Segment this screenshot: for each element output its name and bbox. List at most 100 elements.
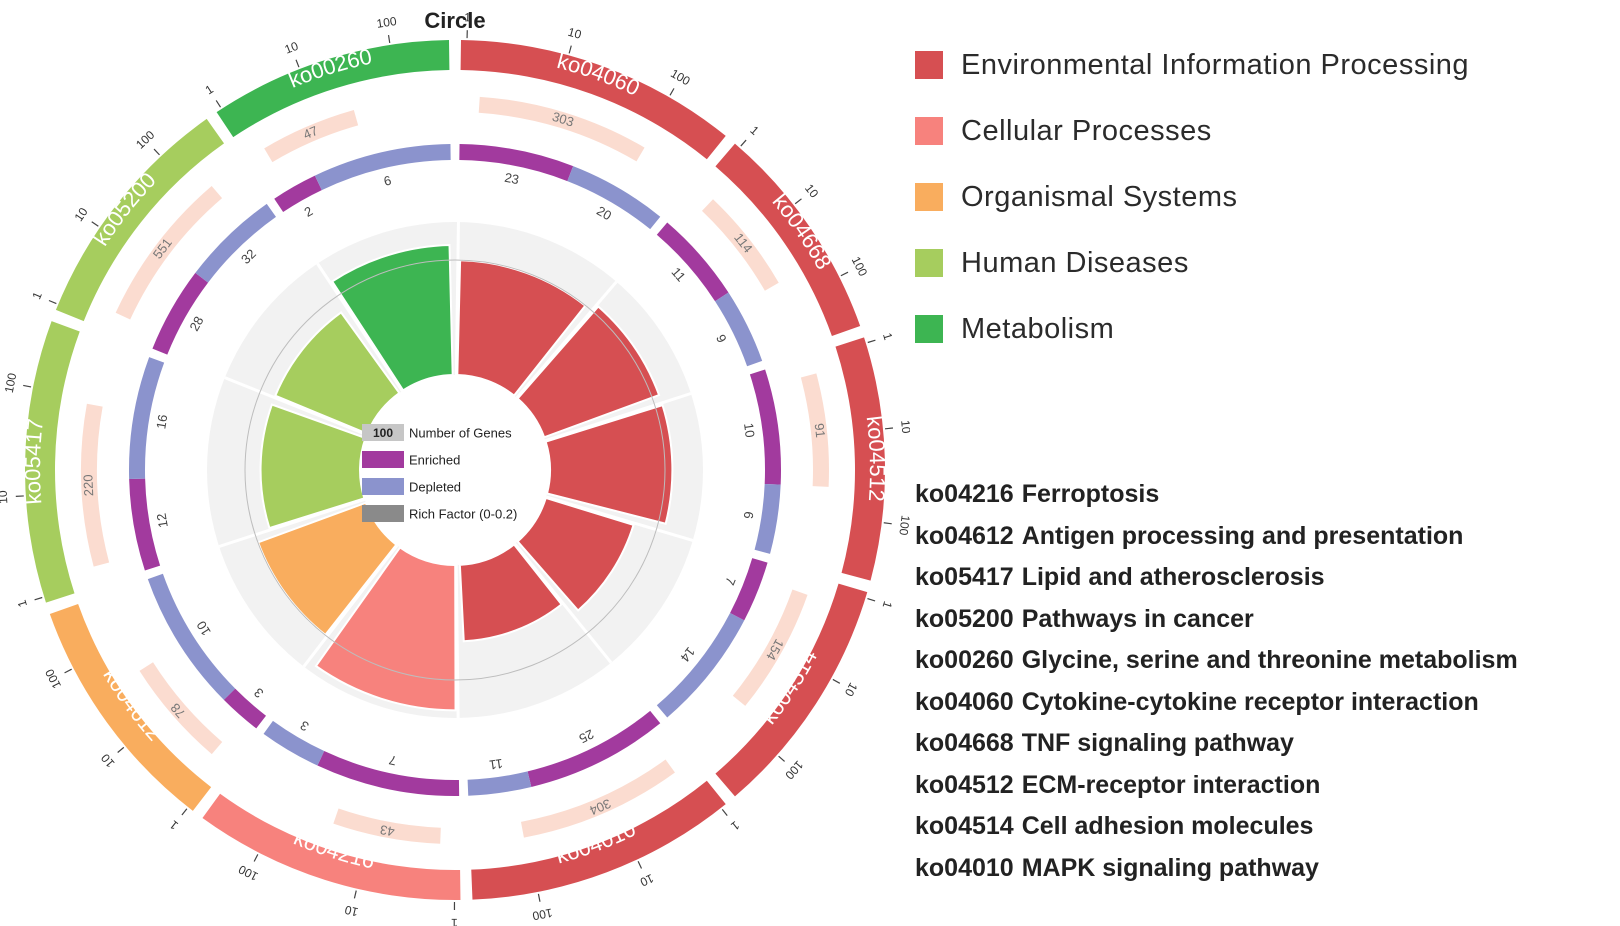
pathway-id: ko04514	[915, 812, 1014, 840]
tick-label: 10	[0, 490, 10, 504]
pathway-row: ko04010 MAPK signaling pathway	[915, 848, 1615, 890]
enriched-count: 12	[154, 512, 171, 529]
tick-mark	[295, 59, 300, 68]
enriched-count: 7	[388, 752, 398, 768]
gene-bar-ko04010	[520, 759, 675, 838]
tick-label: 100	[42, 666, 64, 691]
depleted-count: 20	[594, 203, 614, 223]
tick-mark	[568, 45, 572, 54]
center-legend-swatch	[362, 505, 404, 522]
rich-factor-gridline	[244, 259, 666, 681]
term-arc-ko04612	[49, 603, 212, 811]
tick-label: 100	[668, 66, 693, 88]
depleted-count: 3	[297, 718, 311, 735]
pathway-name: Antigen processing and presentation	[1021, 521, 1464, 550]
center-legend: 100 Number of Genes Enriched Depleted Rich F…	[362, 424, 517, 522]
tick-mark	[867, 597, 876, 602]
depleted-bar-ko00260	[314, 144, 451, 191]
sector-separator	[454, 564, 460, 718]
depleted-count: 6	[382, 173, 392, 189]
gene-count-label: 47	[301, 123, 320, 142]
legend-swatch	[915, 117, 943, 145]
tick-mark	[883, 522, 892, 525]
tick-mark	[353, 890, 357, 899]
term-arc-ko04060	[460, 40, 726, 160]
tick-label: 100	[133, 128, 157, 152]
gene-bar-ko04612	[139, 662, 223, 755]
pathway-name: Pathways in cancer	[1021, 604, 1254, 633]
tick-mark	[884, 427, 894, 430]
tick-label: 10	[898, 419, 910, 434]
depleted-bar-ko04668	[715, 292, 763, 367]
pathway-row: ko05200 Pathways in cancer	[915, 599, 1615, 641]
tick-label: 10	[566, 25, 583, 42]
tick-label: 1	[203, 82, 216, 98]
rich-factor-wedge-ko04514	[516, 496, 635, 612]
tick-mark	[117, 746, 125, 753]
tick-mark	[64, 668, 72, 674]
legend-label: Metabolism	[961, 312, 1115, 345]
gene-bar-ko00260	[264, 109, 359, 163]
pathway-name: Ferroptosis	[1021, 480, 1160, 508]
depleted-count: 11	[488, 756, 503, 773]
pathway-id: ko04668	[915, 729, 1014, 757]
sector-separator	[513, 542, 613, 664]
tick-label: 10	[802, 181, 821, 200]
legend-swatch	[915, 183, 943, 211]
term-label-ko05417: ko05417	[20, 417, 48, 505]
sector-separator	[454, 222, 460, 376]
depleted-count: 6	[741, 510, 757, 519]
pathway-name: Cell adhesion molecules	[1021, 812, 1314, 840]
rich-factor-wedge-ko05200	[273, 311, 401, 436]
gene-bar-ko04668	[701, 199, 779, 291]
pathway-name: Cytokine-cytokine receptor interaction	[1021, 687, 1479, 716]
enriched-count: 7	[722, 575, 739, 587]
enriched-bar-ko05417	[129, 478, 161, 571]
depleted-bar-ko05200	[195, 203, 276, 283]
tick-label: 1	[747, 123, 762, 138]
tick-label: 100	[376, 14, 398, 31]
legend-swatch	[915, 315, 943, 343]
pathway-id: ko04060	[915, 687, 1014, 716]
tick-mark	[181, 808, 188, 816]
pathway-id: ko05200	[915, 604, 1014, 633]
center-legend-label: Enriched	[409, 452, 460, 467]
depleted-count: 16	[153, 413, 170, 430]
gene-bar-ko04216	[333, 808, 441, 844]
depleted-bar-ko05417	[129, 357, 165, 480]
depleted-bar-ko04216	[263, 720, 325, 766]
sector-separator	[316, 262, 404, 392]
pathway-name: MAPK signaling pathway	[1021, 853, 1319, 882]
depleted-bar-ko04514	[656, 612, 745, 718]
legend-item: Organismal Systems	[915, 164, 1605, 230]
depleted-bar-ko04612	[147, 573, 236, 700]
rich-factor-wedge-ko04216	[314, 546, 457, 712]
legend-item: Environmental Information Processing	[915, 32, 1605, 98]
sector-separator	[218, 497, 366, 548]
pathway-row: ko04060 Cytokine-cytokine receptor intera…	[915, 682, 1615, 724]
tick-mark	[867, 339, 876, 344]
tick-mark	[48, 299, 57, 305]
center-legend-swatch	[362, 424, 404, 441]
tick-mark	[721, 809, 728, 817]
gene-count-label: 91	[812, 422, 828, 438]
gene-count-label: 43	[379, 822, 396, 839]
tick-label: 100	[849, 254, 871, 278]
legend-swatch	[915, 51, 943, 79]
tick-label: 100	[236, 862, 260, 884]
enriched-count: 28	[186, 314, 206, 334]
rich-factor-wedge-ko04010	[458, 543, 563, 643]
enriched-bar-ko04060	[459, 144, 574, 182]
gene-count-label: 220	[80, 474, 96, 496]
pathway-id: ko00260	[915, 646, 1014, 674]
pathway-row: ko00260 Glycine, serine and threonine met…	[915, 640, 1615, 682]
gene-bar-ko05200	[115, 185, 223, 320]
tick-mark	[740, 139, 747, 147]
pathway-list: ko04216 Ferroptosis ko04612 Antigen process…	[915, 474, 1615, 889]
tick-label: 10	[638, 871, 656, 889]
depleted-bar-ko04060	[567, 166, 661, 230]
tick-label: 1	[728, 818, 742, 833]
sector-separator	[545, 495, 694, 542]
tick-label: 1	[167, 817, 181, 832]
